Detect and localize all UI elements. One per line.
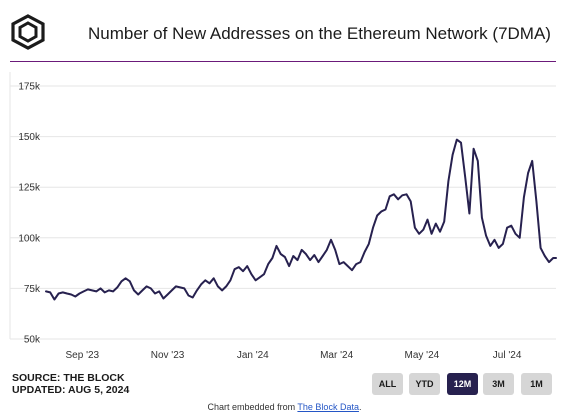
the-block-data-link[interactable]: The Block Data	[297, 402, 359, 412]
range-button-1m[interactable]: 1M	[521, 373, 552, 395]
range-button-3m[interactable]: 3M	[483, 373, 514, 395]
source-label: SOURCE: THE BLOCK	[12, 372, 125, 384]
range-button-ytd[interactable]: YTD	[409, 373, 440, 395]
embed-prefix: Chart embedded from	[207, 402, 298, 412]
chart-title: Number of New Addresses on the Ethereum …	[88, 24, 551, 43]
y-tick-label: 175k	[18, 82, 41, 93]
grid-lines	[9, 72, 556, 340]
x-tick-label: Sep '23	[66, 350, 100, 361]
y-tick-label: 125k	[18, 183, 41, 194]
x-tick-label: May '24	[405, 350, 440, 361]
updated-label: UPDATED: AUG 5, 2024	[12, 384, 130, 396]
chart-header: Number of New Addresses on the Ethereum …	[0, 0, 569, 62]
line-chart: 50k 75k 100k 125k 150k 175k Sep '23 Nov '23 Jan…	[9, 72, 557, 361]
y-tick-label: 50k	[24, 335, 41, 346]
y-axis-ticks: 50k 75k 100k 125k 150k 175k	[18, 82, 41, 346]
series-line	[45, 138, 557, 301]
x-tick-label: Jan '24	[237, 350, 269, 361]
header-divider	[10, 61, 556, 62]
embed-note: Chart embedded from The Block Data.	[0, 402, 569, 412]
source-note: SOURCE: THE BLOCK UPDATED: AUG 5, 2024	[12, 372, 129, 396]
x-tick-label: Mar '24	[320, 350, 353, 361]
series-layer	[45, 138, 557, 301]
y-tick-label: 100k	[18, 233, 41, 244]
x-tick-label: Jul '24	[493, 350, 522, 361]
y-tick-label: 150k	[18, 132, 41, 143]
range-button-all[interactable]: ALL	[372, 373, 403, 395]
y-tick-label: 75k	[24, 284, 41, 295]
x-tick-label: Nov '23	[151, 350, 185, 361]
range-button-12m[interactable]: 12M	[447, 373, 478, 395]
x-axis-ticks: Sep '23 Nov '23 Jan '24 Mar '24 May '24 Jul '…	[66, 350, 522, 361]
the-block-cube-icon	[11, 14, 45, 50]
embed-suffix: .	[358, 402, 362, 412]
